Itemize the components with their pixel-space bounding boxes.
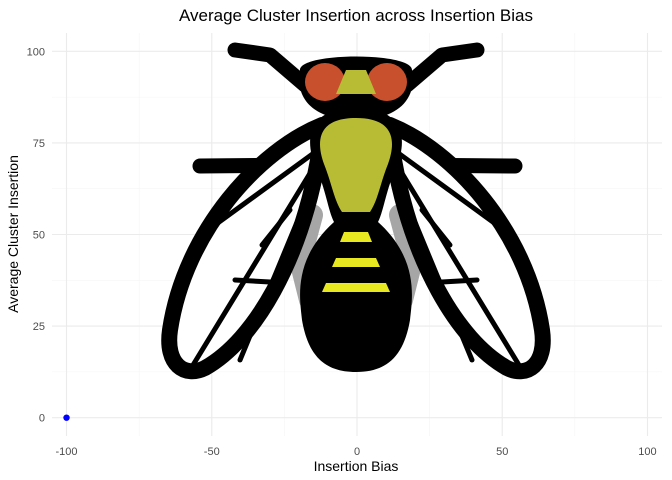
fly-illustration xyxy=(161,42,551,380)
x-tick-label: -100 xyxy=(56,446,78,458)
fly-head xyxy=(299,56,413,120)
y-tick-label: 0 xyxy=(39,413,45,425)
fly-left-eye xyxy=(305,63,345,101)
y-tick-label: 25 xyxy=(33,321,45,333)
x-tick-label: 0 xyxy=(354,446,360,458)
chart-title: Average Cluster Insertion across Inserti… xyxy=(179,6,533,25)
x-axis-ticks: -100 -50 0 50 100 xyxy=(56,446,657,458)
x-tick-label: 50 xyxy=(496,446,508,458)
fly-stripe xyxy=(332,258,380,267)
fly-left-wing xyxy=(161,117,330,380)
fly-stripe xyxy=(340,232,372,242)
y-axis-title: Average Cluster Insertion xyxy=(5,155,21,313)
fly-right-wing xyxy=(382,117,551,380)
x-axis-title: Insertion Bias xyxy=(314,458,399,474)
fly-right-eye xyxy=(367,63,407,101)
fly-stripe xyxy=(322,283,390,292)
y-tick-label: 100 xyxy=(27,46,45,58)
x-tick-label: -50 xyxy=(204,446,220,458)
y-axis-ticks: 0 25 50 75 100 xyxy=(27,46,45,424)
y-tick-label: 75 xyxy=(33,138,45,150)
y-tick-label: 50 xyxy=(33,230,45,242)
x-tick-label: 100 xyxy=(638,446,656,458)
data-points xyxy=(63,414,70,421)
fly-body xyxy=(300,108,412,372)
data-point xyxy=(63,414,70,421)
